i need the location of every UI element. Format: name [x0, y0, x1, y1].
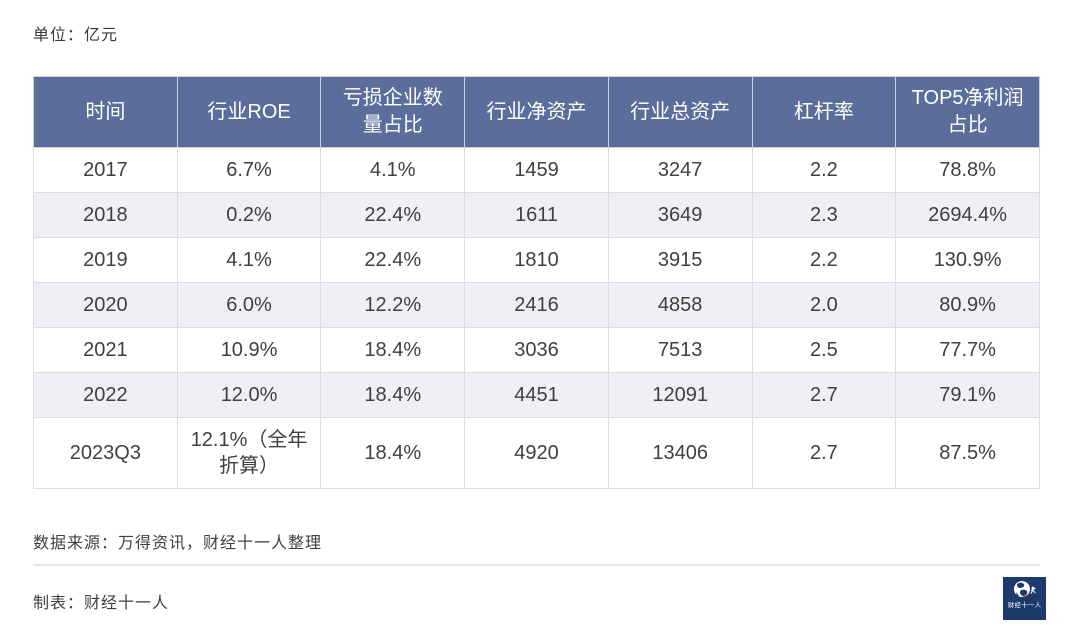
data-cell: 3036	[464, 327, 609, 373]
row-period-cell: 2022	[33, 372, 178, 418]
data-cell: 4858	[607, 282, 753, 328]
data-cell: 10.9%	[176, 327, 322, 373]
column-header: 亏损企业数量占比	[320, 76, 466, 148]
data-cell: 3649	[607, 192, 753, 238]
data-cell: 18.4%	[320, 327, 466, 373]
data-cell: 1459	[464, 147, 609, 193]
data-cell: 18.4%	[320, 417, 466, 489]
data-table: 时间 行业ROE 亏损企业数量占比 行业净资产 行业总资产 杠杆率 TOP5净利润占比 20…	[33, 76, 1040, 489]
table-row: 2020 6.0% 12.2% 2416 4858 2.0 80.9%	[33, 282, 1040, 328]
data-cell: 78.8%	[895, 147, 1040, 193]
table-row: 2019 4.1% 22.4% 1810 3915 2.2 130.9%	[33, 237, 1040, 283]
data-cell: 13406	[607, 417, 753, 489]
data-cell: 87.5%	[895, 417, 1040, 489]
column-header: 时间	[33, 76, 178, 148]
data-cell: 6.7%	[176, 147, 322, 193]
column-header: 行业ROE	[176, 76, 322, 148]
data-cell: 3247	[607, 147, 753, 193]
divider	[33, 564, 1040, 566]
table-row: 2022 12.0% 18.4% 4451 12091 2.7 79.1%	[33, 372, 1040, 418]
data-cell: 77.7%	[895, 327, 1040, 373]
row-period-cell: 2018	[33, 192, 178, 238]
data-cell: 1611	[464, 192, 609, 238]
data-cell: 4.1%	[320, 147, 466, 193]
data-cell: 2694.4%	[895, 192, 1040, 238]
data-cell: 22.4%	[320, 237, 466, 283]
data-cell: 80.9%	[895, 282, 1040, 328]
data-cell: 2.2	[751, 237, 897, 283]
header-row: 时间 行业ROE 亏损企业数量占比 行业净资产 行业总资产 杠杆率 TOP5净利润占比	[33, 76, 1040, 148]
data-cell: 4451	[464, 372, 609, 418]
row-period-cell: 2023Q3	[33, 417, 178, 489]
column-header: 行业净资产	[464, 76, 609, 148]
row-period-cell: 2017	[33, 147, 178, 193]
unit-label: 单位：亿元	[33, 27, 119, 44]
data-cell: 2.0	[751, 282, 897, 328]
table-row: 2018 0.2% 22.4% 1611 3649 2.3 2694.4%	[33, 192, 1040, 238]
data-cell: 3915	[607, 237, 753, 283]
data-cell: 2.3	[751, 192, 897, 238]
logo-text: 财经十一人	[1007, 602, 1042, 609]
credit-note: 制表：财经十一人	[33, 595, 170, 612]
data-cell: 7513	[607, 327, 753, 373]
row-period-cell: 2020	[33, 282, 178, 328]
data-cell: 18.4%	[320, 372, 466, 418]
data-cell: 79.1%	[895, 372, 1040, 418]
data-cell: 12.0%	[176, 372, 322, 418]
data-cell: 6.0%	[176, 282, 322, 328]
data-cell: 0.2%	[176, 192, 322, 238]
column-header: 行业总资产	[607, 76, 753, 148]
row-period-cell: 2019	[33, 237, 178, 283]
data-cell: 2.7	[751, 417, 897, 489]
data-cell: 4.1%	[176, 237, 322, 283]
data-cell: 22.4%	[320, 192, 466, 238]
arrow-icon	[1022, 591, 1032, 598]
data-cell: 1810	[464, 237, 609, 283]
table-row: 2017 6.7% 4.1% 1459 3247 2.2 78.8%	[33, 147, 1040, 193]
person-icon	[1030, 586, 1036, 594]
row-period-cell: 2021	[33, 327, 178, 373]
data-cell: 4920	[464, 417, 609, 489]
column-header: 杠杆率	[751, 76, 897, 148]
table-body: 2017 6.7% 4.1% 1459 3247 2.2 78.8% 2018 0.2% 22.4…	[33, 147, 1040, 489]
table-row: 2021 10.9% 18.4% 3036 7513 2.5 77.7%	[33, 327, 1040, 373]
data-cell: 130.9%	[895, 237, 1040, 283]
column-header: TOP5净利润占比	[895, 76, 1040, 148]
globe-icon	[1013, 581, 1036, 598]
data-cell: 2.2	[751, 147, 897, 193]
data-cell: 2.5	[751, 327, 897, 373]
brand-logo: 财经十一人	[1003, 577, 1046, 620]
data-cell: 12.1%（全年折算）	[176, 417, 322, 489]
data-cell: 2.7	[751, 372, 897, 418]
source-note: 数据来源：万得资讯，财经十一人整理	[33, 535, 323, 552]
data-cell: 2416	[464, 282, 609, 328]
data-cell: 12.2%	[320, 282, 466, 328]
table-row: 2023Q3 12.1%（全年折算） 18.4% 4920 13406 2.7 87.5%	[33, 417, 1040, 489]
data-cell: 12091	[607, 372, 753, 418]
